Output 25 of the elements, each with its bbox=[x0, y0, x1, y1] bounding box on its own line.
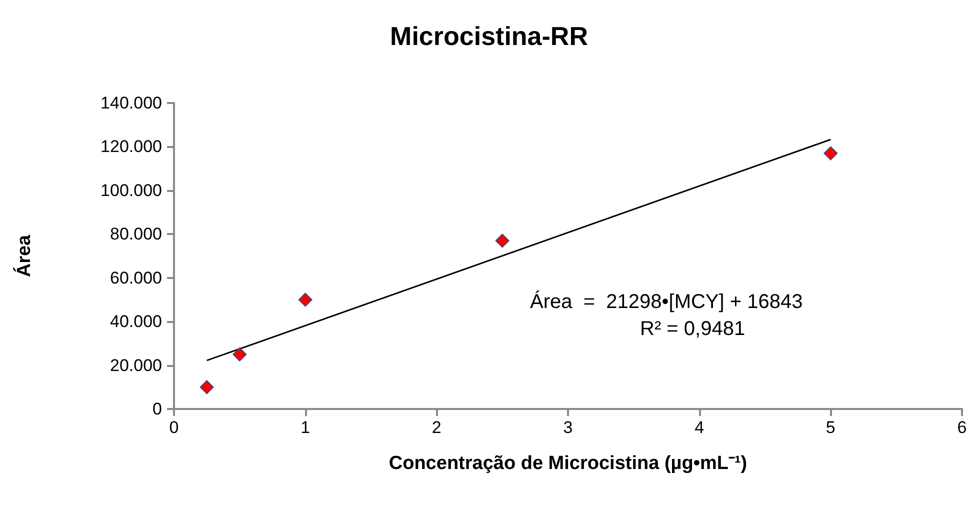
y-tick-label: 40.000 bbox=[110, 312, 162, 332]
x-tick-label: 2 bbox=[432, 418, 442, 437]
x-tick-label: 5 bbox=[826, 418, 836, 437]
chart-title: Microcistina-RR bbox=[390, 21, 588, 51]
x-tick-label: 4 bbox=[694, 418, 704, 437]
y-tick-label: 20.000 bbox=[110, 356, 162, 375]
y-tick-label: 100.000 bbox=[100, 180, 162, 200]
point bbox=[200, 380, 214, 394]
point bbox=[232, 347, 247, 362]
point bbox=[824, 146, 838, 160]
annotation: R² = 0,9481 bbox=[640, 318, 746, 340]
y-axis-title: Área bbox=[13, 234, 35, 278]
point bbox=[298, 292, 312, 307]
y-tick-label: 0 bbox=[152, 400, 162, 418]
y-tick-label: 140.000 bbox=[100, 94, 162, 112]
annotation: Área = 21298•[MCY] + 16843 bbox=[530, 290, 803, 313]
y-tick-label: 80.000 bbox=[110, 224, 162, 244]
x-tick-label: 6 bbox=[957, 418, 967, 437]
x-axis-title: Concentração de Microcistina (µg•mL⁻¹) bbox=[388, 453, 748, 474]
x-tick-label: 3 bbox=[563, 418, 573, 437]
x-tick-label: 1 bbox=[300, 418, 310, 437]
x-tick-label: 0 bbox=[169, 418, 179, 437]
y-tick-label: 120.000 bbox=[100, 137, 162, 156]
point bbox=[495, 234, 510, 248]
y-tick-label: 60.000 bbox=[110, 268, 162, 288]
